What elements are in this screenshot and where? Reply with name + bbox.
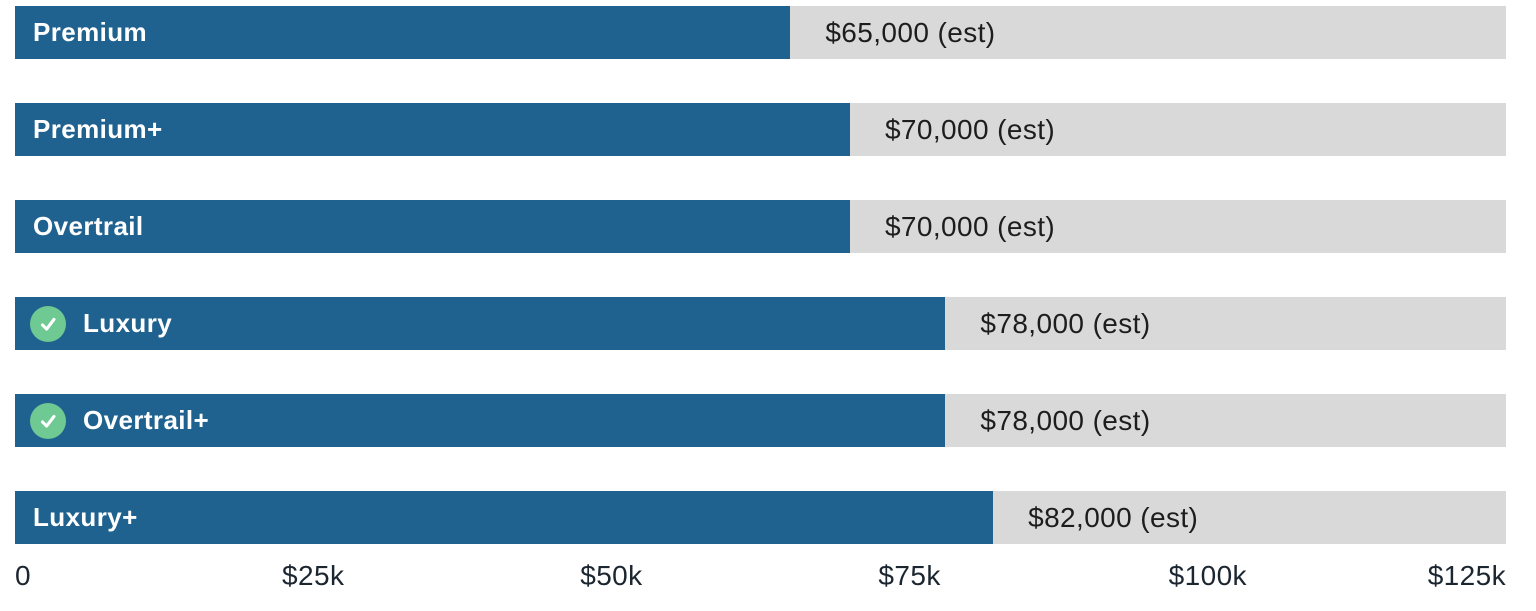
bar-row: Premium $65,000 (est) xyxy=(15,6,1506,59)
price-label: $82,000 (est) xyxy=(1028,501,1199,533)
bar-fill: Overtrail xyxy=(15,200,850,253)
price-label: $78,000 (est) xyxy=(980,307,1151,339)
trim-label: Luxury xyxy=(83,308,173,338)
bar-row: Overtrail+ $78,000 (est) xyxy=(15,394,1506,447)
x-axis: 0 $25k $50k $75k $100k $125k xyxy=(15,560,1506,600)
x-axis-tick-label: $50k xyxy=(580,560,643,591)
bar-row: Overtrail $70,000 (est) xyxy=(15,200,1506,253)
trim-label: Luxury+ xyxy=(33,502,138,532)
checkmark-icon xyxy=(30,305,66,342)
bar-row: Luxury $78,000 (est) xyxy=(15,297,1506,350)
bar-row: Premium+ $70,000 (est) xyxy=(15,103,1506,156)
price-label: $70,000 (est) xyxy=(884,210,1056,242)
price-label: $70,000 (est) xyxy=(884,113,1056,145)
price-comparison-chart: Premium $65,000 (est) Premium+ $70,000 (… xyxy=(15,6,1506,544)
bar-fill: Luxury xyxy=(15,297,946,350)
trim-label: Overtrail xyxy=(33,211,144,241)
trim-label: Overtrail+ xyxy=(83,405,210,435)
price-label: $78,000 (est) xyxy=(980,404,1151,436)
x-axis-tick-label: $100k xyxy=(1168,560,1247,591)
x-axis-tick-label: $125k xyxy=(1427,560,1506,591)
bar-fill: Overtrail+ xyxy=(15,394,946,447)
price-label: $65,000 (est) xyxy=(825,16,996,48)
bar-fill: Premium+ xyxy=(15,103,850,156)
trim-label: Premium xyxy=(33,17,148,47)
x-axis-tick-label: 0 xyxy=(15,560,31,591)
bar-row: Luxury+ $82,000 (est) xyxy=(15,491,1506,544)
x-axis-tick-label: $75k xyxy=(878,560,941,591)
x-axis-tick-label: $25k xyxy=(282,560,345,591)
checkmark-icon xyxy=(30,402,66,439)
bar-fill: Premium xyxy=(15,6,791,59)
trim-label: Premium+ xyxy=(33,114,163,144)
bar-fill: Luxury+ xyxy=(15,491,994,544)
